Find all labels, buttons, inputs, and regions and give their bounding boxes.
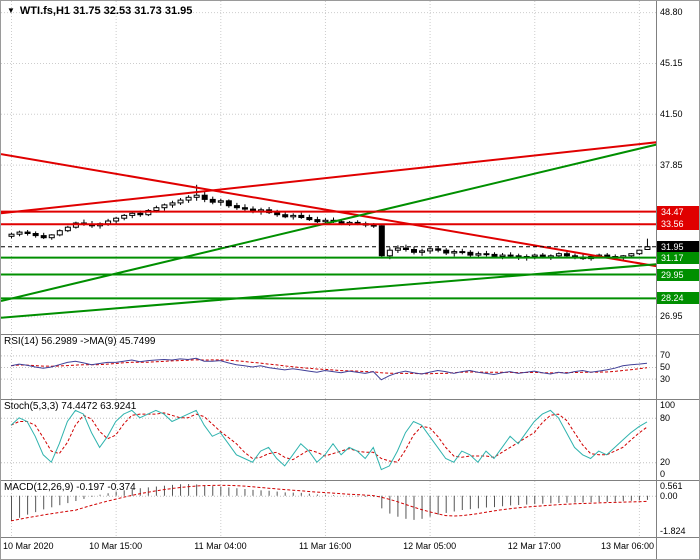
- indicator-axis-label: 20: [660, 457, 671, 467]
- rsi-axis: 70 50 30: [1, 335, 699, 399]
- chart-title: WTI.fs,H1 31.75 32.53 31.73 31.95: [19, 5, 193, 17]
- horizontal-grid: [1, 12, 656, 318]
- level-lines[interactable]: [1, 210, 656, 300]
- price-level-badge: 29.95: [657, 269, 699, 281]
- time-axis-label: 10 Mar 15:00: [89, 541, 143, 551]
- stochastic-canvas[interactable]: [1, 400, 700, 480]
- indicator-axis-label: 70: [660, 350, 671, 360]
- time-axis-label: 10 Mar 2020: [3, 541, 54, 551]
- stochastic-axis: 100 80 20 0: [1, 400, 699, 480]
- time-axis-label: 11 Mar 16:00: [298, 541, 352, 551]
- price-axis-label: 41.50: [660, 109, 683, 119]
- indicator-axis-label: -1.824: [660, 526, 686, 536]
- macd-histogram: [11, 484, 648, 521]
- price-level-badge: 28.24: [657, 292, 699, 304]
- chart-title-bar: ▼ WTI.fs,H1 31.75 32.53 31.73 31.95: [7, 5, 192, 17]
- time-axis: 10 Mar 2020 10 Mar 15:00 11 Mar 04:00 11 Ma…: [1, 538, 699, 559]
- indicator-axis-label: 30: [660, 374, 671, 384]
- panel-separator: [1, 480, 699, 481]
- vertical-grid: [11, 400, 640, 480]
- time-axis-label: 12 Mar 17:00: [507, 541, 561, 551]
- indicator-axis-label: 0: [660, 469, 666, 479]
- macd-axis: 0.561 0.00 -1.824: [1, 481, 699, 537]
- trendlines[interactable]: [1, 134, 700, 319]
- rsi-panel: RSI(14) 56.2989 ->MA(9) 45.7499 70 50 30: [1, 335, 700, 399]
- indicator-axis-label: 0.00: [660, 491, 678, 501]
- stochastic-label: Stoch(5,3,3) 74.4472 63.9241: [4, 401, 137, 412]
- main-chart-canvas[interactable]: [1, 1, 700, 334]
- price-level-badge: 33.56: [657, 218, 699, 230]
- price-axis-label: 37.85: [660, 160, 683, 170]
- panel-separator: [1, 399, 699, 400]
- main-chart-panel: ▼ WTI.fs,H1 31.75 32.53 31.73 31.95 48.8…: [1, 1, 700, 334]
- price-level-badge: 31.95: [657, 241, 699, 253]
- time-axis-label: 11 Mar 04:00: [194, 541, 247, 551]
- stochastic-panel: Stoch(5,3,3) 74.4472 63.9241 100 80 20 0: [1, 400, 700, 480]
- macd-label: MACD(12,26,9) -0.197 -0.374: [4, 482, 136, 493]
- macd-panel: MACD(12,26,9) -0.197 -0.374 0.561 0.00 -1.…: [1, 481, 700, 537]
- indicator-axis-label: 80: [660, 413, 671, 423]
- macd-signal-line: [10, 484, 648, 522]
- time-axis-label: 12 Mar 05:00: [403, 541, 457, 551]
- price-axis-divider: [656, 1, 657, 559]
- price-level-badge: 34.47: [657, 206, 699, 218]
- panel-separator: [1, 537, 699, 538]
- indicator-level-lines: [1, 355, 656, 380]
- price-level-badge: 31.17: [657, 252, 699, 264]
- rsi-canvas[interactable]: [1, 335, 700, 399]
- rsi-label: RSI(14) 56.2989 ->MA(9) 45.7499: [4, 336, 156, 347]
- indicator-level-lines: [1, 417, 656, 464]
- time-axis-label: 13 Mar 06:00: [601, 541, 655, 551]
- macd-canvas[interactable]: [1, 481, 700, 537]
- price-axis-label: 26.95: [660, 311, 683, 321]
- price-axis-label: 48.80: [660, 7, 683, 17]
- stoch-signal-line: [10, 412, 648, 463]
- indicator-axis-label: 0.561: [660, 481, 683, 491]
- panel-separator: [1, 334, 699, 335]
- stoch-line: [10, 409, 648, 471]
- price-axis-label: 45.15: [660, 58, 683, 68]
- price-axis: 48.80 45.15 41.50 37.85 26.95 34.47 33.56 31.95…: [1, 1, 699, 334]
- indicator-axis-label: 50: [660, 362, 671, 372]
- rsi-line: [10, 357, 648, 381]
- indicator-axis-label: 100: [660, 400, 676, 410]
- symbol-dropdown-icon[interactable]: ▼: [7, 6, 15, 15]
